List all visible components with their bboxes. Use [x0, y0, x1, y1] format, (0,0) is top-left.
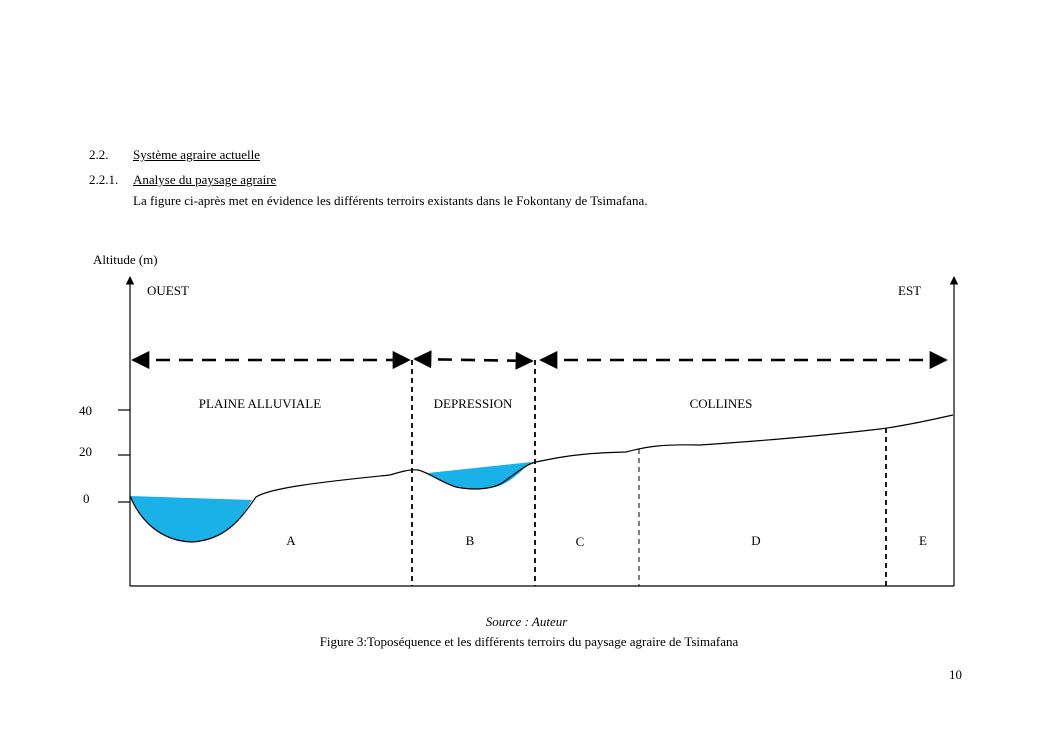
subsection-title: Analyse du paysage agraire	[133, 172, 277, 187]
direction-west: OUEST	[147, 283, 189, 298]
section-title: Système agraire actuelle	[133, 147, 261, 162]
tick-label-40: 40	[79, 403, 92, 418]
plaine-water-body	[130, 496, 252, 542]
figure-caption: Figure 3:Toposéquence et les différents …	[0, 635, 1053, 648]
terrain-profile	[129, 414, 954, 543]
subsection-number: 2.2.1.	[89, 172, 119, 187]
page-number: 10	[949, 667, 962, 682]
unit-label-depression: DEPRESSION	[434, 396, 513, 411]
y-axis-label: Altitude (m)	[93, 252, 158, 267]
unit-label-collines: COLLINES	[690, 396, 753, 411]
zone-label-e: E	[919, 533, 927, 548]
figure-source-text: Source : Auteur	[485, 614, 568, 629]
extent-arrow-depression	[413, 350, 534, 370]
zone-label-c: C	[576, 534, 585, 549]
figure-source: Source : Auteur	[0, 615, 1053, 628]
section-number: 2.2.	[89, 147, 109, 162]
figure-caption-text: Figure 3:Toposéquence et les différents …	[319, 634, 739, 649]
zone-label-a: A	[286, 533, 296, 548]
unit-label-plaine: PLAINE ALLUVIALE	[199, 396, 321, 411]
intro-paragraph: La figure ci-après met en évidence les d…	[133, 193, 648, 208]
zone-label-b: B	[466, 533, 475, 548]
tick-label-20: 20	[79, 444, 92, 459]
depression-water-body	[428, 462, 532, 489]
zone-label-d: D	[751, 533, 760, 548]
direction-east: EST	[898, 283, 921, 298]
tick-label-0: 0	[83, 491, 90, 506]
